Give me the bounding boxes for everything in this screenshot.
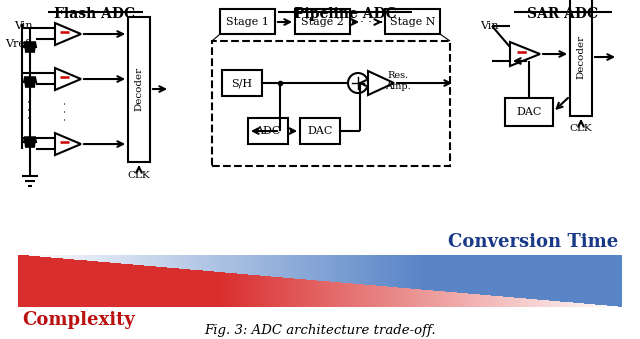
Text: Conversion Time: Conversion Time	[448, 233, 618, 251]
Polygon shape	[55, 68, 81, 90]
Text: Vref: Vref	[5, 39, 29, 49]
Text: Decoder: Decoder	[577, 35, 586, 79]
Text: · · ·: · · ·	[24, 99, 36, 119]
FancyBboxPatch shape	[248, 118, 288, 144]
Text: Vin: Vin	[480, 21, 499, 31]
Text: Fig. 3: ADC architecture trade-off.: Fig. 3: ADC architecture trade-off.	[204, 324, 436, 337]
FancyBboxPatch shape	[300, 118, 340, 144]
Text: Complexity: Complexity	[22, 311, 135, 329]
Text: DAC: DAC	[516, 107, 541, 117]
Text: · · ·: · · ·	[360, 16, 380, 28]
Text: DAC: DAC	[307, 126, 333, 136]
Text: Decoder: Decoder	[134, 67, 143, 111]
Text: Pipeline ADC: Pipeline ADC	[294, 7, 396, 21]
Polygon shape	[55, 23, 81, 45]
Text: Res.
Amp.: Res. Amp.	[385, 71, 411, 91]
FancyBboxPatch shape	[128, 17, 150, 162]
Polygon shape	[510, 42, 540, 66]
Text: · · ·: · · ·	[61, 101, 74, 121]
Text: CLK: CLK	[128, 171, 150, 180]
Text: S/H: S/H	[232, 78, 253, 88]
FancyBboxPatch shape	[212, 41, 450, 166]
FancyBboxPatch shape	[295, 9, 350, 34]
Text: Flash ADC: Flash ADC	[54, 7, 136, 21]
FancyBboxPatch shape	[222, 70, 262, 96]
Text: Vin: Vin	[14, 21, 33, 31]
Text: SAR ADC: SAR ADC	[527, 7, 598, 21]
FancyBboxPatch shape	[570, 0, 592, 116]
FancyBboxPatch shape	[505, 98, 553, 126]
Text: Stage 1: Stage 1	[226, 17, 269, 26]
FancyBboxPatch shape	[385, 9, 440, 34]
FancyBboxPatch shape	[220, 9, 275, 34]
Polygon shape	[368, 71, 394, 95]
Circle shape	[348, 73, 368, 93]
Text: ADC: ADC	[255, 126, 281, 136]
Text: Stage N: Stage N	[390, 17, 435, 26]
Polygon shape	[55, 133, 81, 155]
Text: Stage 2: Stage 2	[301, 17, 344, 26]
Text: CLK: CLK	[570, 124, 592, 133]
